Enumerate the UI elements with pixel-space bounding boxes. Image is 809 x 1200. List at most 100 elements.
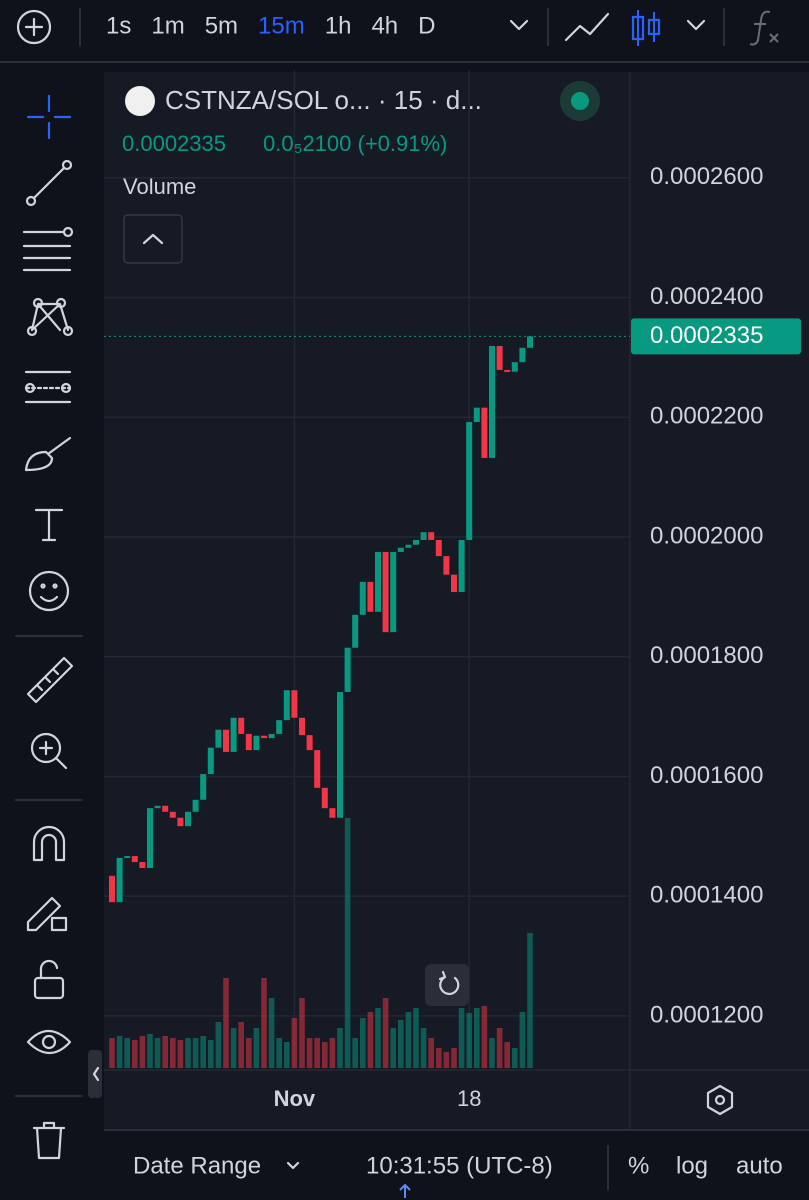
visibility-tool[interactable]: [26, 1029, 72, 1055]
volume-bar: [436, 1048, 442, 1068]
volume-bar: [496, 1028, 503, 1068]
magnet-tool[interactable]: [32, 825, 66, 862]
volume-bar: [200, 1036, 206, 1068]
candle-style-button[interactable]: [631, 10, 661, 46]
interval-dropdown[interactable]: [509, 19, 529, 31]
candle: [397, 547, 404, 552]
candle: [169, 811, 176, 818]
candle: [230, 717, 237, 752]
volume-bar: [413, 1008, 419, 1068]
clock: 10:31:55 (UTC-8): [366, 1152, 553, 1179]
lock-drawing-tool[interactable]: [26, 896, 68, 932]
volume-bar: [253, 1028, 260, 1068]
collapse-icon: [142, 233, 164, 245]
collapse-arrow: [92, 1066, 100, 1082]
date-range-dropdown[interactable]: [286, 1161, 300, 1170]
current-price-label: 0.0002335: [650, 322, 763, 349]
volume-bar: [398, 1020, 404, 1068]
candle: [238, 717, 245, 734]
candle: [489, 345, 495, 458]
volume-bar: [261, 978, 267, 1068]
reset-chart[interactable]: [425, 964, 469, 1006]
interval-button[interactable]: 15m: [258, 12, 305, 39]
candle: [207, 747, 214, 775]
volume-bar: [116, 1036, 123, 1068]
interval-button[interactable]: 5m: [205, 12, 238, 39]
crosshair-tool[interactable]: [26, 94, 72, 140]
pattern-tool[interactable]: [26, 297, 74, 337]
volume-bar: [527, 933, 533, 1068]
candle: [504, 369, 511, 372]
volume-bar: [451, 1048, 457, 1068]
volume-bar: [420, 1028, 427, 1068]
interval-button[interactable]: 4h: [371, 12, 398, 39]
volume-bar: [474, 1008, 480, 1068]
text-tool[interactable]: [34, 508, 64, 542]
candle: [245, 733, 252, 751]
emoji-tool[interactable]: [28, 570, 70, 612]
volume-bar: [489, 1038, 495, 1068]
y-tick-label: 0.0001400: [650, 882, 763, 909]
add-button[interactable]: [16, 9, 52, 45]
volume-bar: [466, 1013, 472, 1068]
candle: [390, 551, 397, 633]
date-range[interactable]: Date Range: [133, 1152, 261, 1179]
candle: [268, 733, 275, 739]
candle: [435, 539, 442, 557]
y-tick-label: 0.0002000: [650, 522, 763, 549]
chart-panel: [104, 72, 809, 1130]
ruler-tool[interactable]: [26, 656, 74, 704]
candle: [306, 735, 313, 751]
percent-toggle[interactable]: %: [628, 1152, 649, 1179]
interval-button[interactable]: 1h: [325, 12, 352, 39]
volume-bar: [185, 1038, 191, 1068]
style-dropdown[interactable]: [686, 19, 706, 31]
candle: [154, 805, 161, 809]
candle: [162, 805, 169, 812]
zoom-tool[interactable]: [30, 732, 68, 770]
candle: [139, 862, 146, 869]
candle: [116, 857, 123, 903]
forecast-tool[interactable]: [24, 370, 72, 404]
y-tick-label: 0.0002600: [650, 163, 763, 190]
line-style-button[interactable]: [564, 12, 610, 42]
interval-button[interactable]: 1m: [151, 12, 184, 39]
trend-line-tool[interactable]: [25, 159, 73, 207]
volume-bar: [291, 1018, 298, 1068]
brush-tool[interactable]: [24, 436, 72, 472]
y-tick-label: 0.0002400: [650, 283, 763, 310]
indicators-button[interactable]: [749, 10, 779, 46]
candle: [276, 720, 283, 734]
delete-tool[interactable]: [32, 1121, 66, 1160]
lock-tool[interactable]: [33, 959, 65, 1000]
auto-toggle[interactable]: auto: [736, 1152, 783, 1179]
y-tick-label: 0.0001600: [650, 762, 763, 789]
candle: [215, 729, 222, 748]
candle: [359, 581, 366, 615]
interval-button[interactable]: D: [418, 12, 435, 39]
candle: [413, 539, 419, 545]
settings-button[interactable]: [706, 1084, 734, 1116]
y-tick-label: 0.0001800: [650, 642, 763, 669]
candle: [473, 407, 480, 423]
candle: [124, 856, 131, 859]
candle: [405, 544, 412, 548]
candle: [147, 808, 153, 869]
volume-bar: [443, 1052, 450, 1068]
collapse-indicators[interactable]: [123, 214, 183, 264]
volume-bar: [306, 1038, 313, 1068]
volume-bar: [132, 1040, 138, 1068]
volume-bar: [170, 1038, 176, 1068]
volume-bar: [299, 998, 305, 1068]
volume-bar: [382, 998, 389, 1068]
candle: [443, 556, 450, 575]
candle: [200, 774, 207, 800]
log-toggle[interactable]: log: [676, 1152, 708, 1179]
fib-tool[interactable]: [22, 226, 74, 272]
y-tick-label: 0.0002200: [650, 403, 763, 430]
volume-bar: [223, 978, 229, 1068]
interval-button[interactable]: 1s: [106, 12, 131, 39]
candle: [451, 574, 457, 593]
